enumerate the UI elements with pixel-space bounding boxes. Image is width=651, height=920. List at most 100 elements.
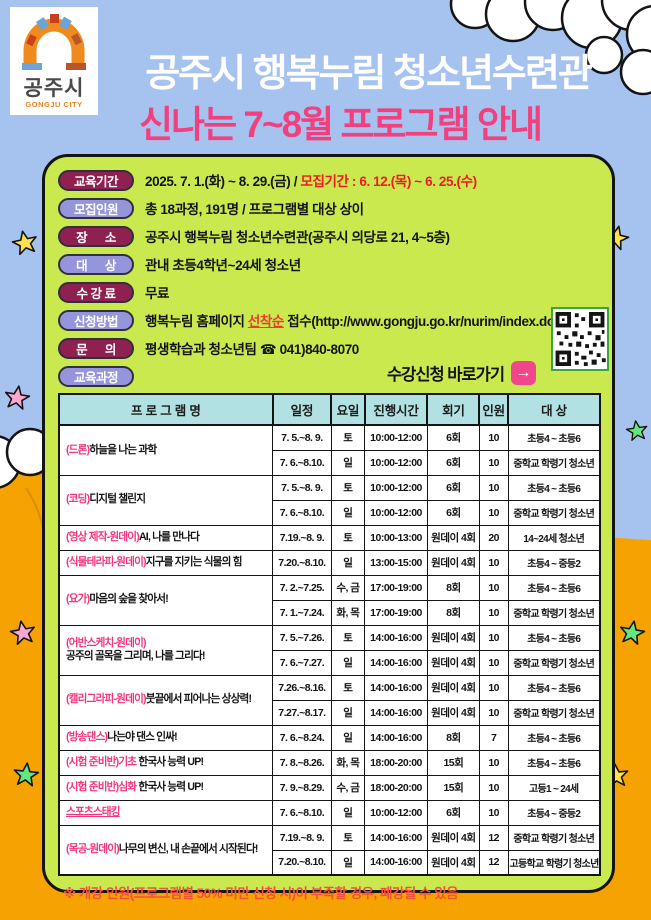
target-cell: 초등4 ~ 중등2: [507, 549, 601, 576]
session-count-cell: 15회: [426, 749, 480, 776]
target-cell: 14~24세 청소년: [507, 524, 601, 551]
program-name-highlight: (시험 준비반)기초: [66, 755, 137, 768]
program-name-cell: (목공-원데이)나무의 변신, 내 손끝에서 시작된다!: [58, 824, 274, 876]
capacity-cell: 7: [478, 724, 509, 751]
column-header: 일정: [271, 393, 333, 426]
arrow-right-icon[interactable]: →: [511, 361, 536, 385]
target-cell: 중학교 학령기 청소년: [507, 699, 601, 726]
info-text: 행복누림 홈페이지 선착순 접수(http://www.gongju.go.kr…: [145, 310, 559, 330]
signup-cta-label: 수강신청 바로가기: [386, 366, 505, 384]
capacity-cell: 10: [478, 449, 509, 476]
table-row: (캘리그라피-원데이)붓끝에서 피어나는 상상력! 7.26.~8.16. 토 14:…: [58, 674, 601, 726]
session-count-cell: 8회: [426, 599, 480, 626]
capacity-cell: 10: [478, 674, 509, 701]
info-text: 공주시 행복누림 청소년수련관(공주시 의당로 21, 4~5층): [145, 226, 450, 246]
column-header: 회기: [426, 393, 481, 426]
star-green-icon: [13, 762, 40, 787]
schedule-dates-cell: 7. 6.~8.10.: [272, 449, 332, 476]
target-cell: 고등1 ~ 24세: [507, 774, 601, 801]
weekday-cell: 토: [330, 674, 366, 701]
logo-name: 공주시: [23, 77, 85, 100]
target-cell: 초등4 ~ 초등6: [507, 724, 601, 751]
schedule-dates-cell: 7.27.~8.17.: [272, 699, 332, 726]
table-row: (식물테라피-원데이)지구를 지키는 식물의 힘 7.20.~8.10. 일 13:0…: [58, 549, 601, 576]
program-name-highlight: (식물테라피-원데이): [66, 555, 147, 568]
star-pink-icon: [4, 385, 31, 410]
table-row: 7. 1.~7.24. 화, 목 17:00-19:00 8회 10 중학교 학령기 청소…: [59, 599, 601, 626]
target-cell: 초등4 ~ 중등2: [507, 799, 601, 826]
program-name-text: 나무의 변신, 내 손끝에서 시작된다!: [118, 843, 259, 856]
target-cell: 중학교 학령기 청소년: [507, 499, 601, 526]
info-row: 교육과정: [58, 362, 601, 390]
info-text-segment: 총 18과정, 191명 / 프로그램별 대상 상이: [145, 202, 364, 217]
program-name-highlight: (목공-원데이): [66, 843, 120, 856]
program-name-cell: (시험 준비반)기초 한국사 능력 UP!: [58, 749, 274, 776]
weekday-cell: 토: [330, 474, 366, 501]
weekday-cell: 수, 금: [330, 574, 366, 601]
program-name-cell: 스포츠스태킹: [58, 799, 274, 826]
program-name-cell: (시험 준비반)심화 한국사 능력 UP!: [58, 774, 274, 801]
info-text-segment: 모집기간 : 6. 12.(목) ~ 6. 25.(수): [300, 174, 477, 189]
schedule-dates-cell: 7.20.~8.10.: [272, 849, 332, 876]
column-header: 인원: [478, 393, 509, 426]
target-cell: 초등4 ~ 초등6: [507, 749, 601, 776]
weekday-cell: 일: [330, 649, 366, 676]
arch-gate-icon: [22, 14, 86, 70]
session-count-cell: 원데이 4회: [426, 524, 480, 551]
session-count-cell: 원데이 4회: [426, 649, 480, 676]
target-cell: 초등4 ~ 초등6: [507, 474, 601, 501]
table-row: 스포츠스태킹 7. 6.~8.10. 일 10:00-12:00 6회 10 초등4 ~ 중…: [58, 799, 601, 826]
session-count-cell: 6회: [426, 474, 480, 501]
table-row: 7.27.~8.17. 일 14:00-16:00 원데이 4회 10 중학교 학령기 청…: [59, 699, 601, 726]
star-green-icon: [620, 620, 646, 645]
program-name-highlight: (어반스케치-원데이): [66, 636, 147, 649]
program-name-cell: (어반스케치-원데이) 공주의 골목을 그리며, 나를 그리다!: [58, 624, 274, 676]
schedule-dates-cell: 7. 5.~7.26.: [272, 624, 332, 651]
info-text-segment: 평생학습과 청소년팀 ☎ 041)840-8070: [145, 342, 359, 357]
info-text: 평생학습과 청소년팀 ☎ 041)840-8070: [145, 338, 359, 358]
weekday-cell: 화, 목: [330, 749, 366, 776]
weekday-cell: 일: [330, 799, 366, 826]
table-row: (어반스케치-원데이) 공주의 골목을 그리며, 나를 그리다! 7. 5.~7.2…: [58, 624, 601, 676]
session-count-cell: 8회: [426, 724, 480, 751]
time-cell: 14:00-16:00: [364, 649, 428, 676]
cloud-top-right: [449, 0, 651, 96]
schedule-dates-cell: 7. 6.~8.10.: [272, 799, 332, 826]
info-badge: 모집인원: [58, 197, 134, 219]
logo-subtitle: GONGJU CITY: [25, 100, 83, 110]
capacity-cell: 12: [478, 849, 509, 876]
schedule-dates-cell: 7. 5.~8. 9.: [272, 474, 332, 501]
gongju-city-logo: 공주시 GONGJU CITY: [10, 7, 98, 115]
table-body: (드론)하늘을 나는 과학 7. 5.~8. 9. 토 10:00-12:00 6회 10…: [58, 424, 601, 876]
schedule-dates-cell: 7. 5.~8. 9.: [272, 424, 332, 451]
program-name-text: 한국사 능력 UP!: [136, 780, 204, 793]
info-panel: 교육기간 2025. 7. 1.(화) ~ 8. 29.(금) / 모집기간 : …: [42, 154, 615, 901]
signup-cta[interactable]: 수강신청 바로가기 →: [387, 361, 536, 385]
info-row: 장 소 공주시 행복누림 청소년수련관(공주시 의당로 21, 4~5층): [58, 222, 601, 250]
table-row: (코딩)디지털 챌린지 7. 5.~8. 9. 토 10:00-12:00 6회 10 초등…: [58, 474, 601, 526]
program-name-text: 붓끝에서 피어나는 상상력!: [145, 693, 252, 706]
capacity-cell: 10: [478, 599, 509, 626]
program-name-text: 나는야 댄스 인싸!: [107, 730, 177, 743]
star-pink-icon: [9, 620, 35, 645]
time-cell: 17:00-19:00: [364, 574, 428, 601]
capacity-cell: 10: [478, 649, 509, 676]
info-text-segment: 무료: [145, 286, 170, 301]
schedule-dates-cell: 7.26.~8.16.: [272, 674, 332, 701]
info-badge: 신청방법: [58, 309, 134, 331]
table-row: (드론)하늘을 나는 과학 7. 5.~8. 9. 토 10:00-12:00 6회 10…: [58, 424, 601, 476]
qr-code-icon: [551, 307, 609, 371]
column-header: 진행시간: [363, 393, 429, 426]
time-cell: 10:00-12:00: [364, 499, 428, 526]
time-cell: 18:00-20:00: [364, 774, 428, 801]
info-row: 모집인원 총 18과정, 191명 / 프로그램별 대상 상이: [58, 194, 601, 222]
program-name-cell: (식물테라피-원데이)지구를 지키는 식물의 힘: [58, 549, 274, 576]
weekday-cell: 토: [330, 524, 366, 551]
capacity-cell: 10: [478, 499, 509, 526]
time-cell: 13:00-15:00: [364, 549, 428, 576]
table-row: 7. 6.~7.27. 일 14:00-16:00 원데이 4회 10 중학교 학령기 청…: [59, 649, 601, 676]
info-text: 무료: [145, 282, 169, 302]
target-cell: 초등4 ~ 초등6: [507, 424, 601, 451]
weekday-cell: 일: [330, 849, 366, 876]
